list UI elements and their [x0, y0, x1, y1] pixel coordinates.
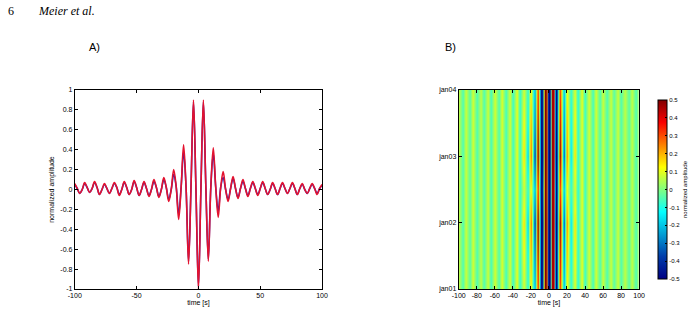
svg-text:normalized amplitude: normalized amplitude — [682, 160, 688, 218]
svg-text:40: 40 — [581, 292, 589, 299]
svg-text:-0.3: -0.3 — [669, 240, 680, 246]
svg-text:-0.4: -0.4 — [669, 258, 680, 264]
svg-text:normalized amplitude: normalized amplitude — [48, 156, 56, 223]
svg-text:100: 100 — [633, 292, 645, 299]
svg-text:0.4: 0.4 — [63, 146, 73, 153]
svg-text:-100: -100 — [452, 292, 466, 299]
svg-text:-0.4: -0.4 — [60, 226, 72, 233]
svg-text:-0.2: -0.2 — [669, 222, 680, 228]
svg-text:-0.6: -0.6 — [60, 246, 72, 253]
svg-text:0.1: 0.1 — [669, 169, 678, 175]
svg-text:0.2: 0.2 — [669, 151, 678, 157]
svg-text:-0.5: -0.5 — [669, 276, 680, 282]
svg-text:jan03: jan03 — [438, 153, 456, 161]
svg-text:0.2: 0.2 — [63, 166, 73, 173]
svg-text:0: 0 — [547, 292, 551, 299]
svg-text:50: 50 — [256, 292, 264, 299]
svg-text:Meier et al.: Meier et al. — [38, 4, 95, 18]
svg-text:60: 60 — [599, 292, 607, 299]
svg-text:0.8: 0.8 — [63, 106, 73, 113]
svg-text:20: 20 — [563, 292, 571, 299]
svg-text:jan04: jan04 — [438, 86, 456, 94]
svg-text:0.5: 0.5 — [669, 97, 678, 103]
svg-text:0.6: 0.6 — [63, 126, 73, 133]
svg-text:0.4: 0.4 — [669, 115, 678, 121]
svg-text:-80: -80 — [472, 292, 482, 299]
svg-text:0: 0 — [196, 292, 200, 299]
svg-text:100: 100 — [316, 292, 328, 299]
svg-text:B): B) — [445, 41, 456, 53]
svg-text:-40: -40 — [508, 292, 518, 299]
svg-text:A): A) — [89, 41, 100, 53]
svg-text:-0.2: -0.2 — [60, 206, 72, 213]
svg-text:0.3: 0.3 — [669, 133, 678, 139]
svg-text:0: 0 — [669, 187, 673, 193]
svg-text:-60: -60 — [490, 292, 500, 299]
svg-text:jan01: jan01 — [438, 285, 456, 293]
svg-text:-100: -100 — [68, 292, 82, 299]
svg-text:-0.8: -0.8 — [60, 266, 72, 273]
svg-text:0: 0 — [68, 186, 72, 193]
svg-text:-1: -1 — [66, 285, 72, 292]
svg-text:jan02: jan02 — [438, 219, 456, 227]
svg-text:1: 1 — [68, 86, 72, 93]
svg-text:time [s]: time [s] — [187, 299, 210, 307]
svg-text:time [s]: time [s] — [538, 299, 561, 307]
svg-text:-20: -20 — [526, 292, 536, 299]
svg-text:6: 6 — [8, 4, 14, 18]
svg-text:-0.1: -0.1 — [669, 205, 680, 211]
svg-text:80: 80 — [617, 292, 625, 299]
svg-text:-50: -50 — [132, 292, 142, 299]
